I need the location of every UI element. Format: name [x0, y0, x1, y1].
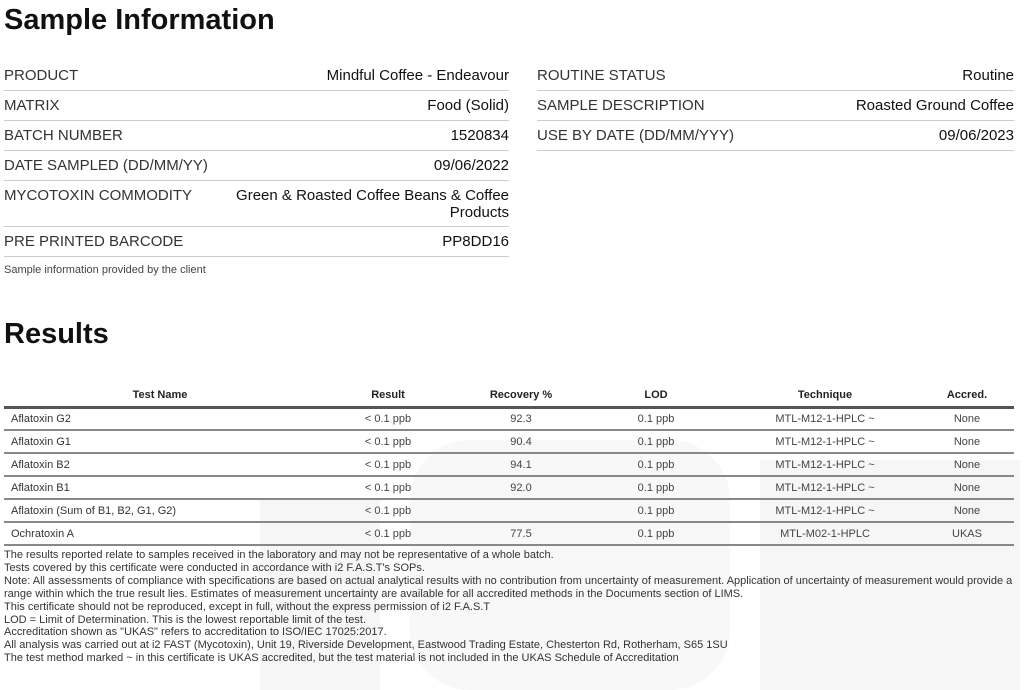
footnotes: The results reported relate to samples r… — [4, 549, 1016, 665]
table-cell: 0.1 ppb — [582, 499, 730, 523]
results-table: Test Name Result Recovery % LOD Technique Acc… — [4, 385, 1014, 546]
sample-note: Sample information provided by the clien… — [4, 264, 206, 276]
footnote: Accreditation shown as "UKAS" refers to … — [4, 626, 387, 639]
table-row: Aflatoxin (Sum of B1, B2, G1, G2) < 0.1 p… — [4, 499, 1014, 523]
table-cell: Aflatoxin (Sum of B1, B2, G1, G2) — [4, 499, 316, 523]
table-cell: 92.3 — [460, 407, 582, 431]
table-cell: Ochratoxin A — [4, 522, 316, 546]
table-cell: Aflatoxin G2 — [4, 407, 316, 431]
footnote: All analysis was carried out at i2 FAST … — [4, 639, 728, 652]
info-value: Roasted Ground Coffee — [855, 97, 1014, 114]
info-label: DATE SAMPLED (DD/MM/YY) — [4, 157, 208, 174]
info-label: USE BY DATE (DD/MM/YYY) — [537, 127, 734, 144]
footnote: The test method marked ~ in this certifi… — [4, 652, 679, 665]
footnote: Note: All assessments of compliance with… — [4, 574, 1013, 600]
table-cell: 77.5 — [460, 522, 582, 546]
column-header: Accred. — [920, 385, 1014, 409]
table-cell: 92.0 — [460, 476, 582, 500]
info-row: PRODUCT Mindful Coffee - Endeavour — [4, 61, 509, 91]
info-row: MYCOTOXIN COMMODITY Green & Roasted Coffe… — [4, 181, 509, 227]
table-cell: < 0.1 ppb — [316, 499, 460, 523]
footnote: Tests covered by this certificate were c… — [4, 561, 425, 574]
info-row: DATE SAMPLED (DD/MM/YY) 09/06/2022 — [4, 151, 509, 181]
column-header: LOD — [582, 385, 730, 409]
table-cell: UKAS — [920, 522, 1014, 546]
table-cell: < 0.1 ppb — [316, 407, 460, 431]
info-label: MYCOTOXIN COMMODITY — [4, 187, 193, 204]
table-cell: None — [920, 499, 1014, 523]
info-value: Routine — [962, 67, 1014, 84]
column-header: Test Name — [4, 385, 316, 409]
info-value: Mindful Coffee - Endeavour — [326, 67, 509, 84]
info-label: PRE PRINTED BARCODE — [4, 233, 184, 250]
info-value: 09/06/2022 — [433, 157, 509, 174]
sample-info-right: ROUTINE STATUS Routine SAMPLE DESCRIPTION R… — [537, 61, 1014, 151]
table-cell: 90.4 — [460, 430, 582, 454]
info-label: MATRIX — [4, 97, 60, 114]
table-cell — [460, 499, 582, 523]
info-value: PP8DD16 — [442, 233, 509, 250]
table-cell: MTL-M12-1-HPLC ~ — [730, 407, 920, 431]
sample-info-left: PRODUCT Mindful Coffee - Endeavour MATRIX F… — [4, 61, 509, 257]
info-row: BATCH NUMBER 1520834 — [4, 121, 509, 151]
table-row: Aflatoxin G2 < 0.1 ppb 92.3 0.1 ppb MTL-M12-… — [4, 407, 1014, 431]
info-label: PRODUCT — [4, 67, 79, 84]
info-row: SAMPLE DESCRIPTION Roasted Ground Coffee — [537, 91, 1014, 121]
info-row: PRE PRINTED BARCODE PP8DD16 — [4, 227, 509, 257]
table-cell: 0.1 ppb — [582, 522, 730, 546]
table-cell: None — [920, 476, 1014, 500]
results-title: Results — [4, 318, 109, 350]
table-cell: None — [920, 453, 1014, 477]
info-value: Green & Roasted Coffee Beans & Coffee Pr… — [236, 187, 509, 221]
footnote: This certificate should not be reproduce… — [4, 600, 491, 613]
info-value: 09/06/2023 — [938, 127, 1014, 144]
table-row: Aflatoxin G1 < 0.1 ppb 90.4 0.1 ppb MTL-M12-… — [4, 430, 1014, 454]
column-header: Technique — [730, 385, 920, 409]
table-cell: < 0.1 ppb — [316, 453, 460, 477]
info-label: ROUTINE STATUS — [537, 67, 666, 84]
table-row: Aflatoxin B1 < 0.1 ppb 92.0 0.1 ppb MTL-M12-… — [4, 476, 1014, 500]
table-cell: MTL-M12-1-HPLC ~ — [730, 499, 920, 523]
table-row: Ochratoxin A < 0.1 ppb 77.5 0.1 ppb MTL-M02-… — [4, 522, 1014, 546]
table-cell: < 0.1 ppb — [316, 522, 460, 546]
info-row: MATRIX Food (Solid) — [4, 91, 509, 121]
table-cell: Aflatoxin B1 — [4, 476, 316, 500]
table-cell: 0.1 ppb — [582, 453, 730, 477]
info-value: Food (Solid) — [427, 97, 509, 114]
info-row: ROUTINE STATUS Routine — [537, 61, 1014, 91]
table-cell: 0.1 ppb — [582, 430, 730, 454]
table-cell: < 0.1 ppb — [316, 430, 460, 454]
table-cell: 0.1 ppb — [582, 407, 730, 431]
table-cell: 0.1 ppb — [582, 476, 730, 500]
table-cell: MTL-M12-1-HPLC ~ — [730, 430, 920, 454]
info-row: USE BY DATE (DD/MM/YYY) 09/06/2023 — [537, 121, 1014, 151]
footnote: The results reported relate to samples r… — [4, 549, 554, 561]
info-label: BATCH NUMBER — [4, 127, 123, 144]
table-row: Aflatoxin B2 < 0.1 ppb 94.1 0.1 ppb MTL-M12-… — [4, 453, 1014, 477]
table-cell: Aflatoxin B2 — [4, 453, 316, 477]
table-cell: 94.1 — [460, 453, 582, 477]
column-header: Result — [316, 385, 460, 409]
table-cell: MTL-M02-1-HPLC — [730, 522, 920, 546]
footnote: LOD = Limit of Determination. This is th… — [4, 613, 367, 626]
info-value: 1520834 — [450, 127, 509, 144]
column-header: Recovery % — [460, 385, 582, 409]
table-cell: None — [920, 407, 1014, 431]
table-cell: < 0.1 ppb — [316, 476, 460, 500]
table-cell: MTL-M12-1-HPLC ~ — [730, 476, 920, 500]
table-cell: MTL-M12-1-HPLC ~ — [730, 453, 920, 477]
sample-information-title: Sample Information — [4, 4, 275, 36]
table-header: Test Name Result Recovery % LOD Technique Acc… — [4, 385, 1014, 409]
table-cell: None — [920, 430, 1014, 454]
info-label: SAMPLE DESCRIPTION — [537, 97, 705, 114]
table-cell: Aflatoxin G1 — [4, 430, 316, 454]
